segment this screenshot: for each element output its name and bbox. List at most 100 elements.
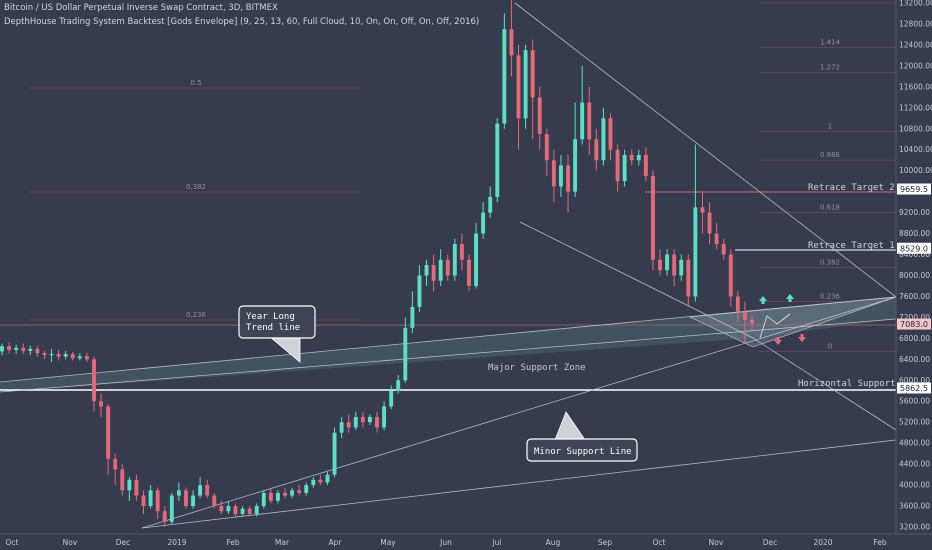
fib-level-label: 0.236 [820,293,841,301]
time-tick-label: Sep [598,538,612,547]
year-long-trend-label-2: Trend line [246,323,300,333]
candle-body [240,508,245,514]
candle-body [707,212,712,234]
candle-body [268,492,273,501]
price-tick-label: 5200.00 [899,418,930,427]
candle-body [77,356,82,359]
candle-body [99,401,104,407]
candle-body [42,353,47,356]
candle-body [686,259,691,297]
candle-body [672,254,677,276]
candle-body [35,348,40,354]
candle-body [580,102,585,140]
chart-title: Bitcoin / US Dollar Perpetual Inverse Sw… [4,3,278,13]
price-tag-label: 7083.0 [900,320,928,329]
price-tick-label: 8400.00 [899,250,930,259]
time-tick-label: May [380,538,396,547]
year-long-trend-callout [238,305,316,339]
price-tick-label: 10000.00 [899,166,932,175]
candle-body [551,160,556,187]
time-tick-label: 2019 [167,538,186,547]
candle-body [530,50,535,98]
candle-body [622,154,627,182]
candle-body [629,154,634,161]
price-axis [896,0,932,550]
candle-body [658,259,662,271]
fib-level-label: 0.5 [190,79,201,87]
candle-body [594,139,599,161]
retrace-target-1-label: Retrace Target 1 [808,241,895,251]
candle-body [566,165,570,192]
sell-signal-icon [774,337,782,345]
candle-body [714,233,719,245]
candle-body [495,123,500,197]
candle-body [474,233,479,286]
candle-body [184,490,188,507]
time-tick-label: Dec [116,538,131,547]
candle-body [275,492,280,501]
candle-body [346,422,351,428]
price-tick-label: 10800.00 [899,124,932,133]
candles-group [0,0,754,527]
projection-line [752,337,897,431]
candle-body [261,492,266,507]
retrace-target-2-label: Retrace Target 2 [808,183,895,193]
price-tick-label: 12400.00 [899,40,932,49]
candle-body [559,165,563,187]
price-tick-label: 5600.00 [899,397,930,406]
price-tick-label: 12000.00 [899,61,932,70]
time-tick-label: Nov [709,538,724,547]
major-support-zone-label: Major Support Zone [488,363,586,373]
time-tick-label: Mar [275,538,290,547]
price-tick-label: 4800.00 [899,439,930,448]
candle-body [389,390,394,407]
candle-body [219,506,224,512]
candle-body [169,495,174,522]
candle-body [113,458,118,470]
time-tick-label: Jun [439,538,452,547]
candle-body [573,139,578,192]
price-tick-label: 10400.00 [899,145,932,154]
minor-support-label: Minor Support Line [534,447,632,457]
candle-body [382,406,387,428]
minor-support-line [141,296,897,529]
candle-body [459,244,464,260]
price-tag-box [897,242,931,254]
candle-body [14,347,19,350]
candle-body [198,485,203,496]
candle-body [297,490,302,493]
candle-body [424,265,429,276]
candle-body [650,175,655,260]
time-tick-label: 2020 [813,538,832,547]
candle-body [608,118,613,150]
fib-level-label: 0.236 [186,311,207,319]
price-tick-label: 6400.00 [899,355,930,364]
minor-support-callout [526,438,638,462]
price-tag-label: 9659.5 [900,185,928,194]
projection-path [759,313,791,339]
candle-body [587,102,592,140]
candle-body [49,354,54,356]
price-tick-label: 6800.00 [899,334,930,343]
time-tick-label: Oct [653,538,666,547]
candle-body [283,492,287,496]
candle-body [21,347,26,351]
horizontal-support-label: Horizontal Support [798,379,896,389]
indicator-legend[interactable]: DepthHouse Trading System Backtest [Gods… [4,17,480,27]
price-tick-label: 11600.00 [899,82,932,91]
time-tick-label: Feb [873,538,887,547]
candle-body [134,479,139,496]
candle-body [127,479,132,491]
year-long-trend-line [0,296,897,383]
time-tick-label: Aug [546,538,561,547]
major-support-zone-area [0,297,896,392]
candle-body [417,275,422,307]
candle-body [636,154,641,161]
candle-body [615,149,620,182]
price-tick-label: 8000.00 [899,271,930,280]
price-tick-label: 3600.00 [899,502,930,511]
buy-signal-icon [759,296,767,304]
